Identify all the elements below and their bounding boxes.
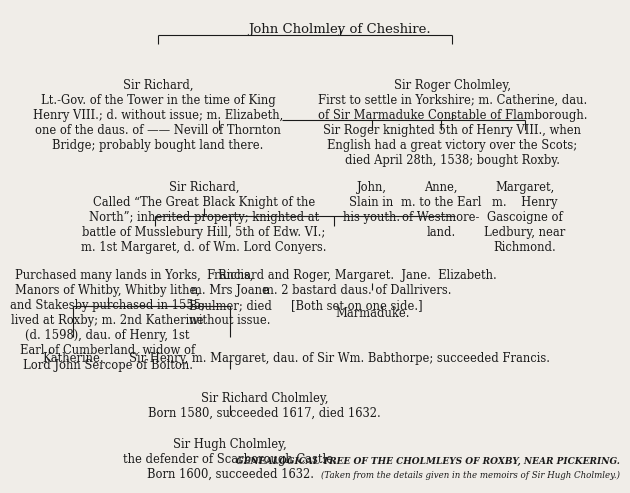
Text: Sir Hugh Cholmley,
the defender of Scarborough Castle.
Born 1600, succeeded 1632: Sir Hugh Cholmley, the defender of Scarb… xyxy=(123,438,337,481)
Text: Sir Richard Cholmley,
Born 1580, succeeded 1617, died 1632.: Sir Richard Cholmley, Born 1580, succeed… xyxy=(149,392,381,420)
Text: Purchased many lands in Yorks,
Manors of Whitby, Whitby lithe,
and Stakesby purc: Purchased many lands in Yorks, Manors of… xyxy=(10,269,205,372)
Text: Marmaduke.: Marmaduke. xyxy=(335,307,410,320)
Text: Sir Roger Cholmley,
First to settle in Yorkshire; m. Catherine, dau.
of Sir Marm: Sir Roger Cholmley, First to settle in Y… xyxy=(318,79,587,167)
Text: John Cholmley of Cheshire.: John Cholmley of Cheshire. xyxy=(248,23,431,36)
Text: Sir Henry, m. Margaret, dau. of Sir Wm. Babthorpe; succeeded Francis.: Sir Henry, m. Margaret, dau. of Sir Wm. … xyxy=(129,352,551,365)
Text: John,
Slain in
his youth.: John, Slain in his youth. xyxy=(343,181,400,224)
Text: Katherine.: Katherine. xyxy=(42,352,104,365)
Text: Richard and Roger, Margaret.  Jane.  Elizabeth.
m. 2 bastard daus. of Dallrivers: Richard and Roger, Margaret. Jane. Eliza… xyxy=(218,269,496,312)
Text: GENEALOGICAL TREE OF THE CHOLMLEYS OF ROXBY, NEAR PICKERING.: GENEALOGICAL TREE OF THE CHOLMLEYS OF RO… xyxy=(236,458,620,466)
Text: Margaret,
m.    Henry
Gascoigne of
Ledbury, near
Richmond.: Margaret, m. Henry Gascoigne of Ledbury,… xyxy=(484,181,565,254)
Text: Sir Richard,
Called “The Great Black Knight of the
North”; inherited property; k: Sir Richard, Called “The Great Black Kni… xyxy=(81,181,327,254)
Text: Anne,
m. to the Earl
of Westmore-
land.: Anne, m. to the Earl of Westmore- land. xyxy=(401,181,481,239)
Text: (Taken from the details given in the memoirs of Sir Hugh Cholmley.): (Taken from the details given in the mem… xyxy=(321,471,620,480)
Text: Francis,
m. Mrs Joane
Boulmer; died
without issue.: Francis, m. Mrs Joane Boulmer; died with… xyxy=(188,269,272,327)
Text: Sir Richard,
Lt.-Gov. of the Tower in the time of King
Henry VIII.; d. without i: Sir Richard, Lt.-Gov. of the Tower in th… xyxy=(33,79,283,152)
